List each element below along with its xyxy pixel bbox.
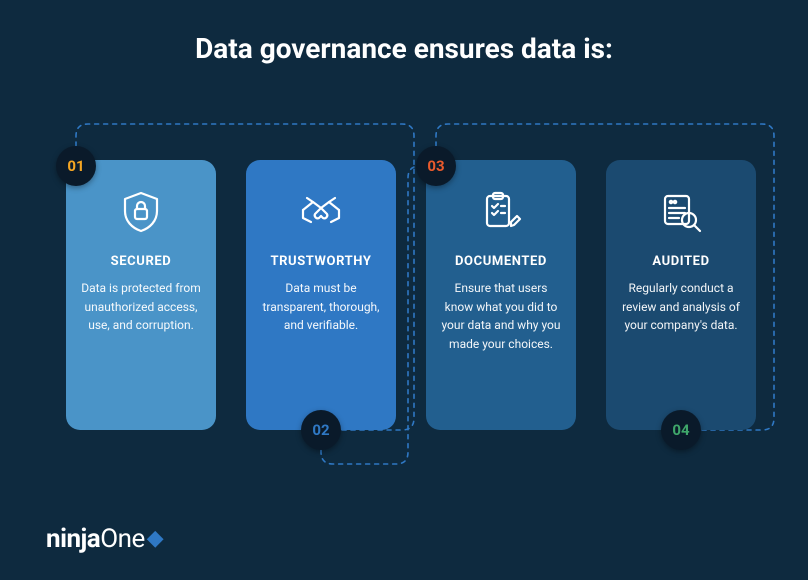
card-title: DOCUMENTED [440, 254, 562, 269]
card-4: AUDITED Regularly conduct a review and an… [606, 160, 756, 430]
step-badge-1: 01 [56, 146, 96, 186]
step-badge-3: 03 [416, 146, 456, 186]
card-1: SECURED Data is protected from unauthoriz… [66, 160, 216, 430]
card-title: SECURED [80, 254, 202, 269]
card-title: TRUSTWORTHY [260, 254, 382, 269]
handshake-icon [260, 180, 382, 244]
clipboard-pencil-icon [440, 180, 562, 244]
doc-magnify-icon [620, 180, 742, 244]
step-number: 03 [427, 157, 444, 175]
logo-bold: ninja [46, 524, 100, 554]
card-desc: Regularly conduct a review and analysis … [620, 279, 742, 335]
step-number: 02 [312, 421, 329, 439]
step-badge-2: 02 [301, 410, 341, 450]
cards-layer: SECURED Data is protected from unauthoriz… [0, 90, 808, 500]
card-2: TRUSTWORTHY Data must be transparent, tho… [246, 160, 396, 430]
page-title: Data governance ensures data is: [0, 0, 808, 65]
logo-dot: ◆ [147, 526, 164, 551]
step-badge-4: 04 [661, 410, 701, 450]
logo-light: One [100, 524, 145, 554]
card-desc: Ensure that users know what you did to y… [440, 279, 562, 353]
step-number: 04 [672, 421, 689, 439]
card-3: DOCUMENTED Ensure that users know what yo… [426, 160, 576, 430]
infographic-stage: SECURED Data is protected from unauthoriz… [0, 90, 808, 500]
card-desc: Data must be transparent, thorough, and … [260, 279, 382, 335]
brand-logo: ninjaOne◆ [46, 524, 164, 554]
shield-lock-icon [80, 180, 202, 244]
card-desc: Data is protected from unauthorized acce… [80, 279, 202, 335]
step-number: 01 [67, 157, 84, 175]
card-title: AUDITED [620, 254, 742, 269]
